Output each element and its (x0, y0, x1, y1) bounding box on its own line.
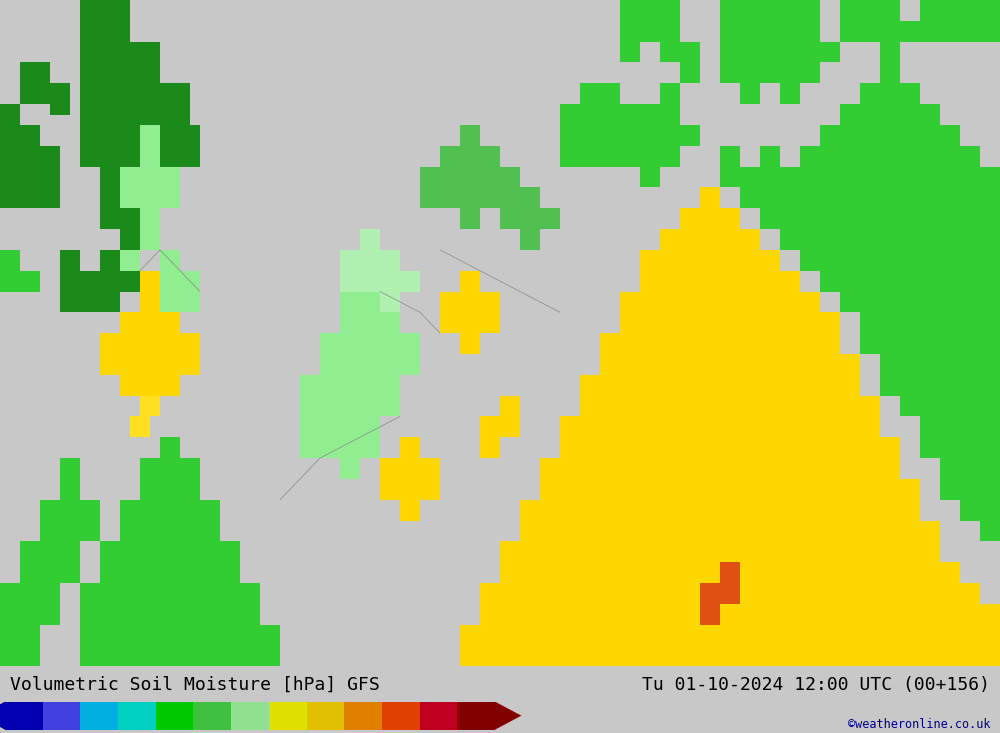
Polygon shape (0, 458, 100, 666)
Polygon shape (660, 84, 680, 125)
Text: Volumetric Soil Moisture [hPa] GFS: Volumetric Soil Moisture [hPa] GFS (10, 676, 380, 694)
Polygon shape (620, 0, 700, 84)
Bar (156, 701, 193, 729)
Polygon shape (100, 333, 120, 375)
Bar (420, 701, 457, 729)
Bar (80, 701, 118, 729)
Bar (457, 701, 495, 729)
Text: ©weatheronline.co.uk: ©weatheronline.co.uk (848, 718, 990, 732)
Polygon shape (0, 701, 5, 729)
Polygon shape (120, 270, 200, 416)
Polygon shape (0, 104, 60, 208)
Polygon shape (460, 188, 1000, 666)
Bar (269, 701, 307, 729)
Polygon shape (80, 250, 140, 312)
Polygon shape (380, 438, 440, 520)
Polygon shape (0, 250, 40, 292)
Polygon shape (130, 396, 160, 438)
Polygon shape (420, 125, 560, 250)
Polygon shape (120, 125, 180, 270)
Polygon shape (560, 62, 1000, 542)
Polygon shape (140, 250, 200, 333)
Polygon shape (340, 229, 420, 312)
Polygon shape (60, 250, 80, 312)
Polygon shape (495, 701, 521, 729)
Bar (118, 701, 156, 729)
Bar (43, 701, 80, 729)
Polygon shape (20, 62, 70, 114)
Bar (231, 701, 269, 729)
Polygon shape (920, 0, 1000, 42)
Polygon shape (440, 270, 500, 354)
Bar (5, 701, 43, 729)
Polygon shape (720, 0, 840, 104)
Polygon shape (840, 0, 920, 62)
Bar (382, 701, 420, 729)
Polygon shape (80, 438, 280, 666)
Polygon shape (300, 270, 420, 479)
Polygon shape (80, 0, 200, 270)
Bar (344, 701, 382, 729)
Bar (193, 701, 231, 729)
Polygon shape (480, 396, 520, 458)
Bar (307, 701, 344, 729)
Polygon shape (700, 562, 740, 625)
Text: Tu 01-10-2024 12:00 UTC (00+156): Tu 01-10-2024 12:00 UTC (00+156) (642, 676, 990, 694)
